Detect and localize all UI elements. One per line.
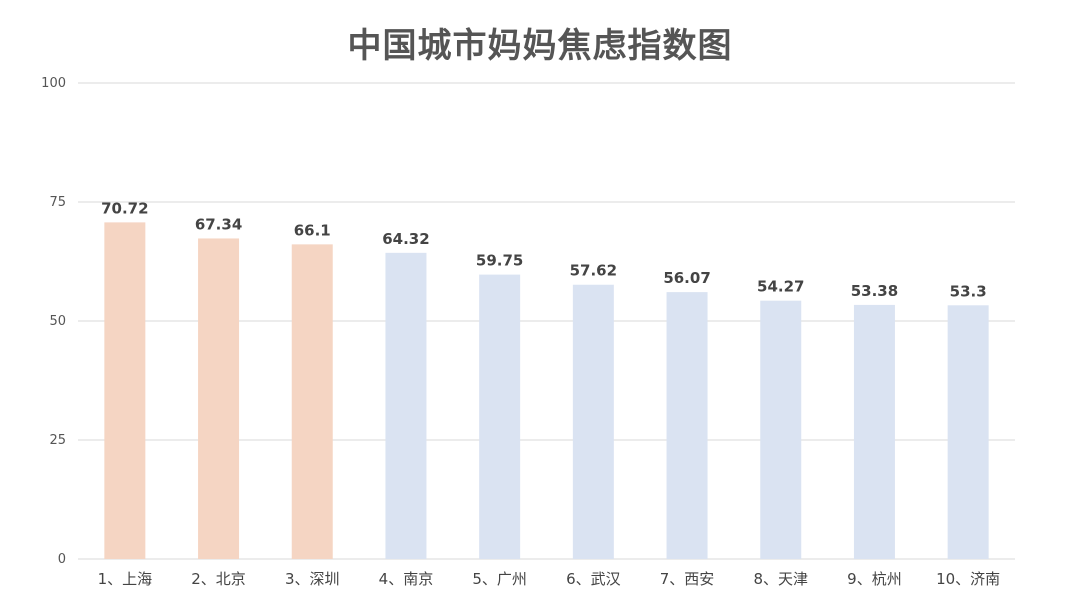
bar [667,292,708,559]
x-category-label: 4、南京 [379,570,434,588]
bar [948,305,989,559]
x-axis-categories: 1、上海 2、北京 3、深圳 4、南京 5、广州 6、武汉 7、西安 8、天津 9、杭州 10、济… [98,570,1001,588]
bar-value-label: 64.32 [382,230,429,248]
x-category-label: 1、上海 [98,570,153,588]
bar-value-label: 54.27 [757,278,804,296]
bar-value-label: 56.07 [663,269,710,287]
x-category-label: 6、武汉 [566,570,621,588]
bar [104,222,145,559]
bar [198,238,239,559]
y-tick-label: 25 [49,433,66,448]
bar [573,285,614,559]
x-category-label: 5、广州 [472,570,527,588]
y-tick-label: 75 [49,195,66,210]
bar-value-label: 57.62 [570,262,617,280]
bar-value-label: 59.75 [476,252,523,270]
x-category-label: 3、深圳 [285,570,340,588]
bar-value-label: 67.34 [195,215,242,233]
x-category-label: 8、天津 [753,570,808,588]
y-tick-label: 100 [41,76,66,91]
bar [385,253,426,559]
bar [854,305,895,559]
bar-value-label: 53.38 [851,282,898,300]
bars [104,222,988,559]
y-tick-label: 50 [49,314,66,329]
bar [292,244,333,559]
bar [479,275,520,559]
y-tick-label: 0 [58,552,66,567]
bar-value-label: 70.72 [101,199,148,217]
x-category-label: 2、北京 [191,570,246,588]
bar [760,301,801,559]
bar-value-label: 66.1 [294,221,331,239]
y-axis-ticks: 0 25 50 75 100 [41,76,66,567]
bar-value-label: 53.3 [950,282,987,300]
x-category-label: 9、杭州 [847,570,902,588]
x-category-label: 10、济南 [936,570,1000,588]
x-category-label: 7、西安 [660,570,715,588]
